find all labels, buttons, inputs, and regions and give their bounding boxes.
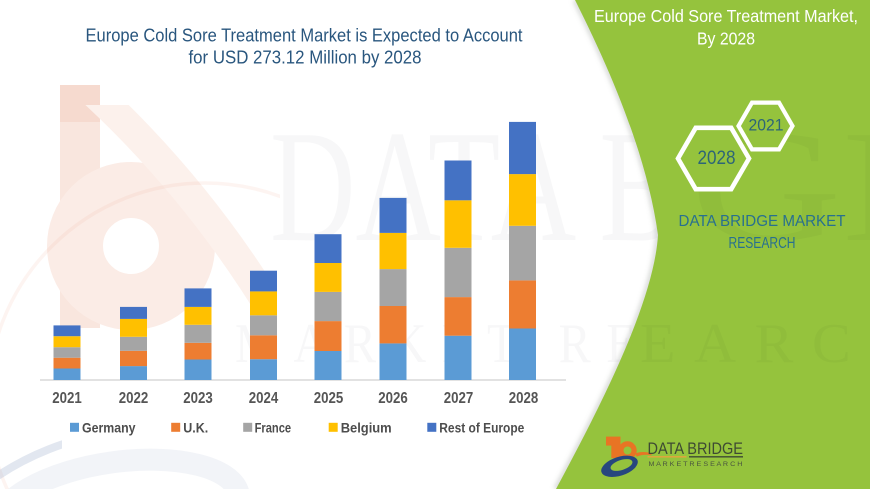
- svg-text:2028: 2028: [509, 390, 539, 407]
- svg-text:Europe Cold Sore Treatment Mar: Europe Cold Sore Treatment Market,: [594, 6, 858, 26]
- svg-text:DATA BRIDGE MARKET: DATA BRIDGE MARKET: [679, 213, 846, 230]
- svg-text:France: France: [255, 420, 292, 435]
- svg-text:2027: 2027: [444, 390, 474, 407]
- svg-text:U.K.: U.K.: [183, 420, 208, 435]
- svg-text:Germany: Germany: [82, 420, 136, 435]
- svg-text:Europe Cold Sore Treatment Mar: Europe Cold Sore Treatment Market is Exp…: [86, 26, 523, 46]
- svg-text:2021: 2021: [52, 390, 82, 407]
- svg-text:DATA BRIDGE: DATA BRIDGE: [648, 440, 744, 458]
- svg-text:M A R K E T R E S E A R C H: M A R K E T R E S E A R C H: [649, 462, 743, 468]
- svg-text:Rest of Europe: Rest of Europe: [439, 420, 524, 435]
- svg-text:2021: 2021: [749, 116, 784, 135]
- svg-text:By 2028: By 2028: [697, 29, 755, 49]
- svg-text:RESEARCH: RESEARCH: [729, 235, 796, 252]
- svg-text:2025: 2025: [314, 390, 344, 407]
- svg-text:2023: 2023: [183, 390, 213, 407]
- svg-text:for USD 273.12 Million by 2028: for USD 273.12 Million by 2028: [189, 48, 422, 68]
- svg-text:2022: 2022: [119, 390, 149, 407]
- svg-text:2024: 2024: [249, 390, 279, 407]
- svg-text:EARCH: EARCH: [640, 313, 870, 375]
- svg-text:Belgium: Belgium: [341, 420, 392, 435]
- svg-text:2026: 2026: [378, 390, 408, 407]
- svg-text:2028: 2028: [698, 148, 736, 169]
